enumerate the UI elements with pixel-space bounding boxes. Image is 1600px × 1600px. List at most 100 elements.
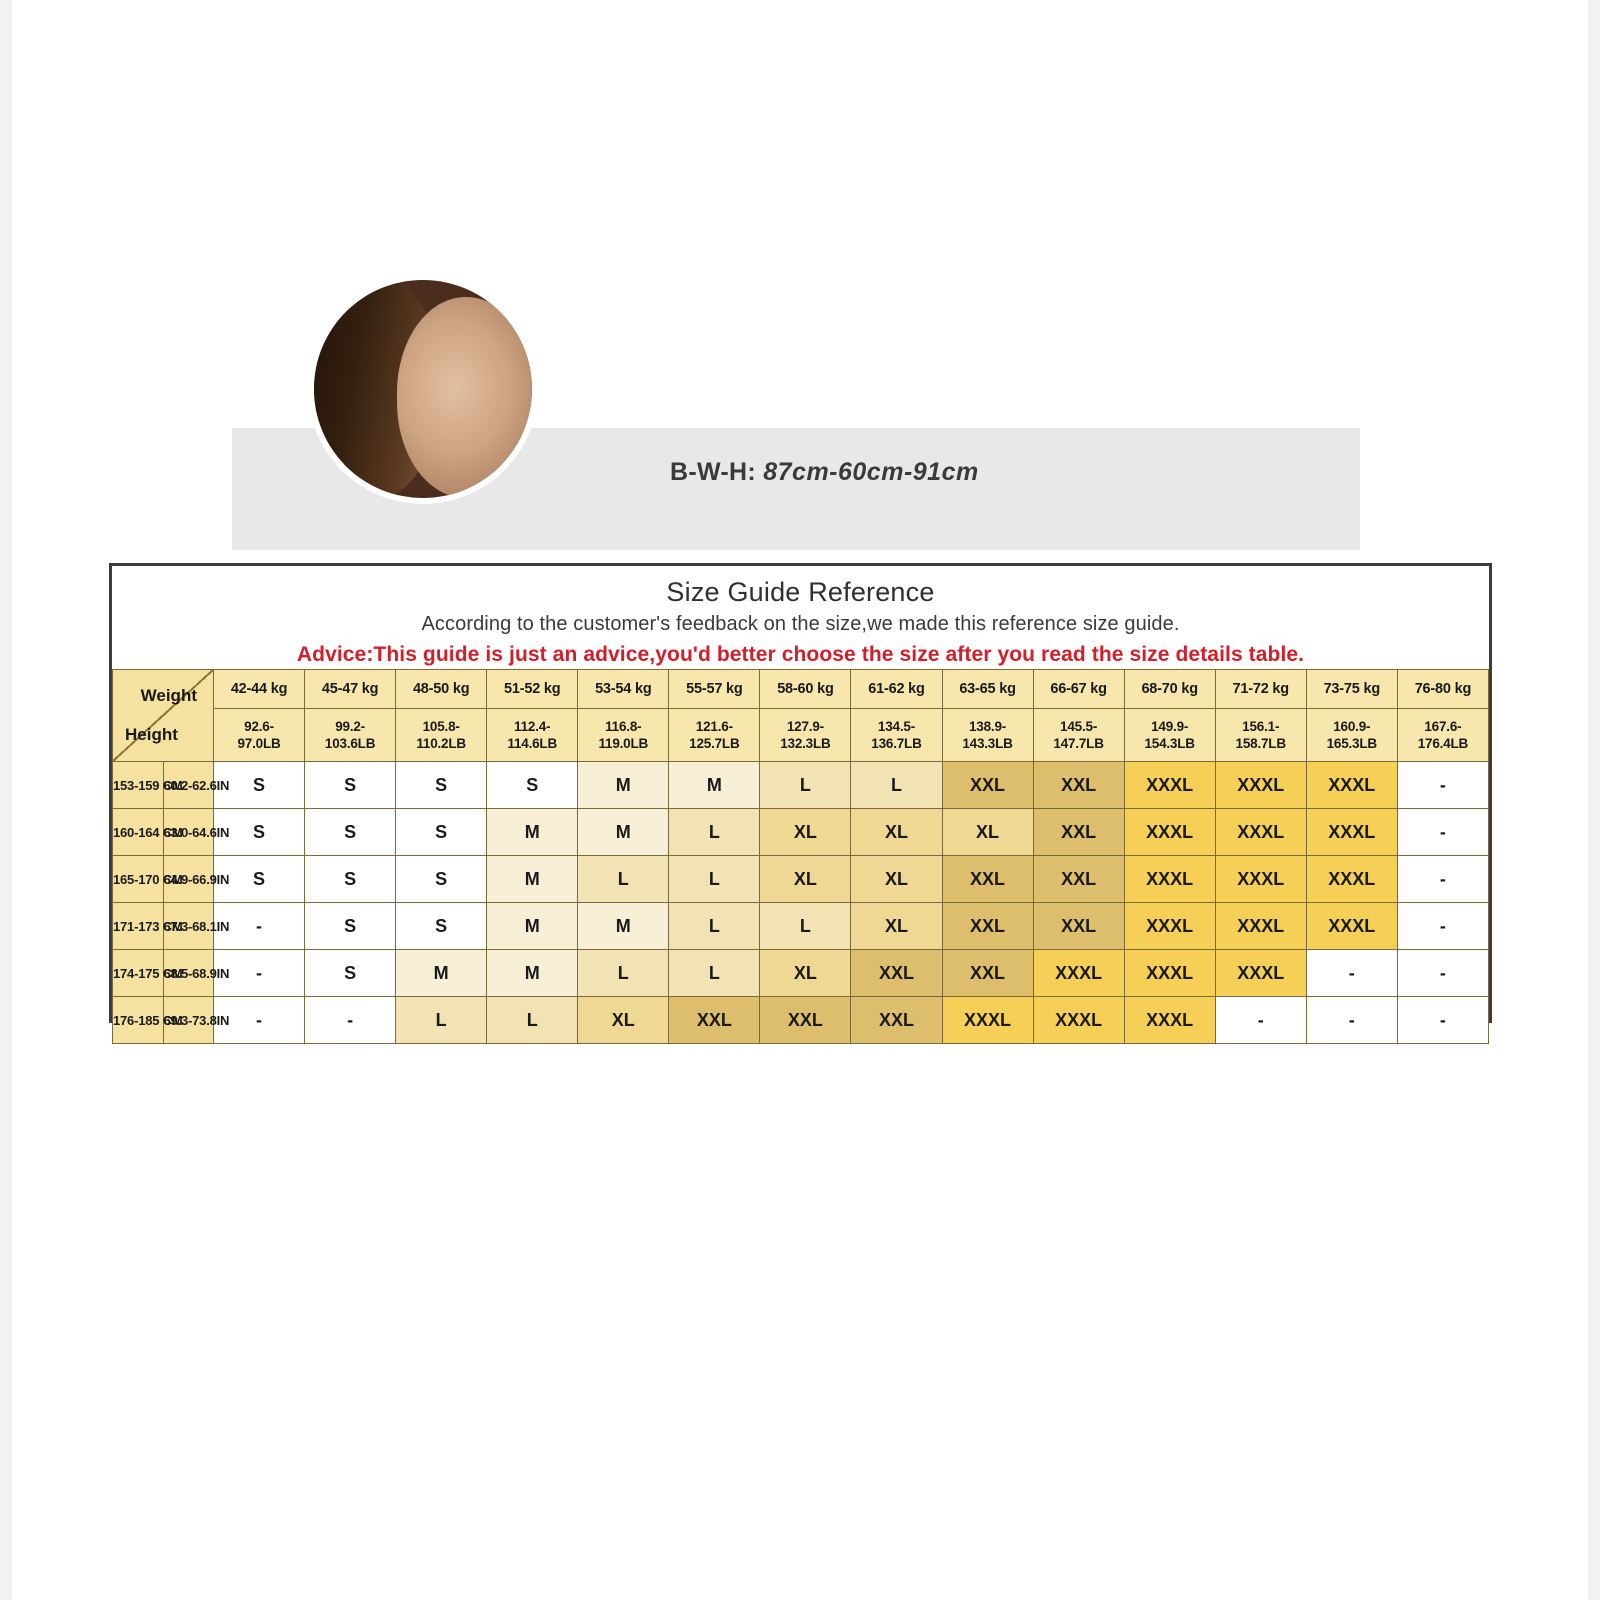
size-cell-r5-c1: - xyxy=(304,996,397,1044)
size-cell-r0-c1: S xyxy=(304,761,397,809)
height-cm-0: 153-159 CM xyxy=(112,761,183,809)
size-cell-r4-c7: XXL xyxy=(850,949,943,997)
size-cell-r0-c13: - xyxy=(1396,761,1490,809)
weight-kg-header-10: 68-70 kg xyxy=(1123,669,1216,709)
size-cell-r3-c9: XXL xyxy=(1032,902,1125,950)
size-cell-r5-c3: L xyxy=(486,996,579,1044)
size-cell-r3-c1: S xyxy=(304,902,397,950)
table-row: 153-159 CM 60.2-62.6IN S S S S M M L L XXL XXL XXXL X… xyxy=(112,761,1490,809)
size-cell-r5-c8: XXXL xyxy=(941,996,1034,1044)
size-cell-r3-c5: L xyxy=(668,902,761,950)
size-cell-r0-c8: XXL xyxy=(941,761,1034,809)
height-in-3: 67.3-68.1IN xyxy=(162,902,229,950)
weight-kg-header-12: 73-75 kg xyxy=(1305,669,1398,709)
height-cm-5: 176-185 CM xyxy=(112,996,183,1044)
height-cm-4: 174-175 CM xyxy=(112,949,183,997)
size-cell-r4-c0: - xyxy=(212,949,306,997)
weight-lb-header-1: 99.2- 103.6LB xyxy=(304,708,397,762)
size-cell-r3-c13: - xyxy=(1396,902,1490,950)
size-cell-r1-c12: XXXL xyxy=(1305,808,1398,856)
size-cell-r2-c5: L xyxy=(668,855,761,903)
weight-kg-header-13: 76-80 kg xyxy=(1396,669,1490,709)
size-cell-r1-c1: S xyxy=(304,808,397,856)
weight-axis-label: Weight xyxy=(140,686,197,705)
size-cell-r1-c0: S xyxy=(212,808,306,856)
size-cell-r1-c3: M xyxy=(486,808,579,856)
size-guide-header: Size Guide Reference According to the cu… xyxy=(112,566,1489,669)
size-cell-r0-c6: L xyxy=(759,761,852,809)
size-cell-r1-c10: XXXL xyxy=(1123,808,1216,856)
size-cell-r1-c5: L xyxy=(668,808,761,856)
size-cell-r0-c4: M xyxy=(577,761,670,809)
size-cell-r2-c2: S xyxy=(395,855,488,903)
size-cell-r2-c7: XL xyxy=(850,855,943,903)
size-guide-card: Size Guide Reference According to the cu… xyxy=(109,563,1492,1044)
weight-lb-header-2: 105.8- 110.2LB xyxy=(395,708,488,762)
size-cell-r1-c6: XL xyxy=(759,808,852,856)
weight-lb-header-9: 145.5- 147.7LB xyxy=(1032,708,1125,762)
height-in-4: 68.5-68.9IN xyxy=(162,949,229,997)
weight-kg-header-8: 63-65 kg xyxy=(941,669,1034,709)
size-cell-r4-c1: S xyxy=(304,949,397,997)
size-cell-r1-c7: XL xyxy=(850,808,943,856)
size-cell-r1-c13: - xyxy=(1396,808,1490,856)
weight-kg-header-7: 61-62 kg xyxy=(850,669,943,709)
size-cell-r0-c3: S xyxy=(486,761,579,809)
size-cell-r2-c8: XXL xyxy=(941,855,1034,903)
size-cell-r3-c8: XXL xyxy=(941,902,1034,950)
weight-lb-header-6: 127.9- 132.3LB xyxy=(759,708,852,762)
height-in-0: 60.2-62.6IN xyxy=(162,761,229,809)
size-cell-r5-c2: L xyxy=(395,996,488,1044)
size-cell-r2-c6: XL xyxy=(759,855,852,903)
size-cell-r2-c10: XXXL xyxy=(1123,855,1216,903)
guide-subtitle: According to the customer's feedback on … xyxy=(421,613,1180,635)
table-row: 174-175 CM 68.5-68.9IN - S M M L L XL XXL XXL XXXL X… xyxy=(112,949,1490,997)
weight-lb-header-8: 138.9- 143.3LB xyxy=(941,708,1034,762)
size-cell-r5-c13: - xyxy=(1396,996,1490,1044)
size-cell-r0-c10: XXXL xyxy=(1123,761,1216,809)
table-row: 160-164 CM 63.0-64.6IN S S S M M L XL XL XL XXL XXXL… xyxy=(112,808,1490,856)
table-header-row-lb: 92.6- 97.0LB 99.2- 103.6LB 105.8- 110.2LB 112.… xyxy=(113,708,1490,762)
bwh-value: 87cm-60cm-91cm xyxy=(763,458,979,486)
size-cell-r4-c9: XXXL xyxy=(1032,949,1125,997)
size-cell-r5-c4: XL xyxy=(577,996,670,1044)
size-cell-r4-c10: XXXL xyxy=(1123,949,1216,997)
height-in-2: 64.9-66.9IN xyxy=(162,855,229,903)
size-cell-r4-c2: M xyxy=(395,949,488,997)
size-cell-r3-c7: XL xyxy=(850,902,943,950)
table-row: 171-173 CM 67.3-68.1IN - S S M M L L XL XXL XXL XXXL… xyxy=(112,902,1490,950)
weight-lb-header-11: 156.1- 158.7LB xyxy=(1214,708,1307,762)
size-cell-r3-c6: L xyxy=(759,902,852,950)
size-cell-r0-c9: XXL xyxy=(1032,761,1125,809)
weight-kg-header-5: 55-57 kg xyxy=(668,669,761,709)
height-axis-label: Height xyxy=(125,725,178,744)
weight-kg-header-0: 42-44 kg xyxy=(212,669,306,709)
size-cell-r4-c11: XXXL xyxy=(1214,949,1307,997)
size-cell-r3-c10: XXXL xyxy=(1123,902,1216,950)
size-cell-r3-c12: XXXL xyxy=(1305,902,1398,950)
photo-skin-region xyxy=(396,297,532,498)
table-row: 165-170 CM 64.9-66.9IN S S S M L L XL XL XXL XXL XXX… xyxy=(112,855,1490,903)
size-cell-r4-c5: L xyxy=(668,949,761,997)
weight-kg-header-4: 53-54 kg xyxy=(577,669,670,709)
size-cell-r3-c11: XXXL xyxy=(1214,902,1307,950)
size-cell-r1-c9: XXL xyxy=(1032,808,1125,856)
height-in-1: 63.0-64.6IN xyxy=(162,808,229,856)
size-cell-r2-c1: S xyxy=(304,855,397,903)
weight-lb-header-12: 160.9- 165.3LB xyxy=(1305,708,1398,762)
table-row: 176-185 CM 69.3-73.8IN - - L L XL XXL XXL XXL XXXL… xyxy=(112,996,1490,1044)
weight-kg-header-2: 48-50 kg xyxy=(395,669,488,709)
weight-kg-header-6: 58-60 kg xyxy=(759,669,852,709)
height-cm-3: 171-173 CM xyxy=(112,902,183,950)
weight-kg-header-3: 51-52 kg xyxy=(486,669,579,709)
size-cell-r5-c10: XXXL xyxy=(1123,996,1216,1044)
diagonal-divider-line xyxy=(113,670,213,761)
size-cell-r4-c8: XXL xyxy=(941,949,1034,997)
size-cell-r2-c12: XXXL xyxy=(1305,855,1398,903)
size-cell-r0-c7: L xyxy=(850,761,943,809)
size-cell-r2-c4: L xyxy=(577,855,670,903)
height-cm-1: 160-164 CM xyxy=(112,808,183,856)
weight-lb-header-5: 121.6- 125.7LB xyxy=(668,708,761,762)
bwh-measurement: B-W-H: 87cm-60cm-91cm xyxy=(670,458,979,487)
